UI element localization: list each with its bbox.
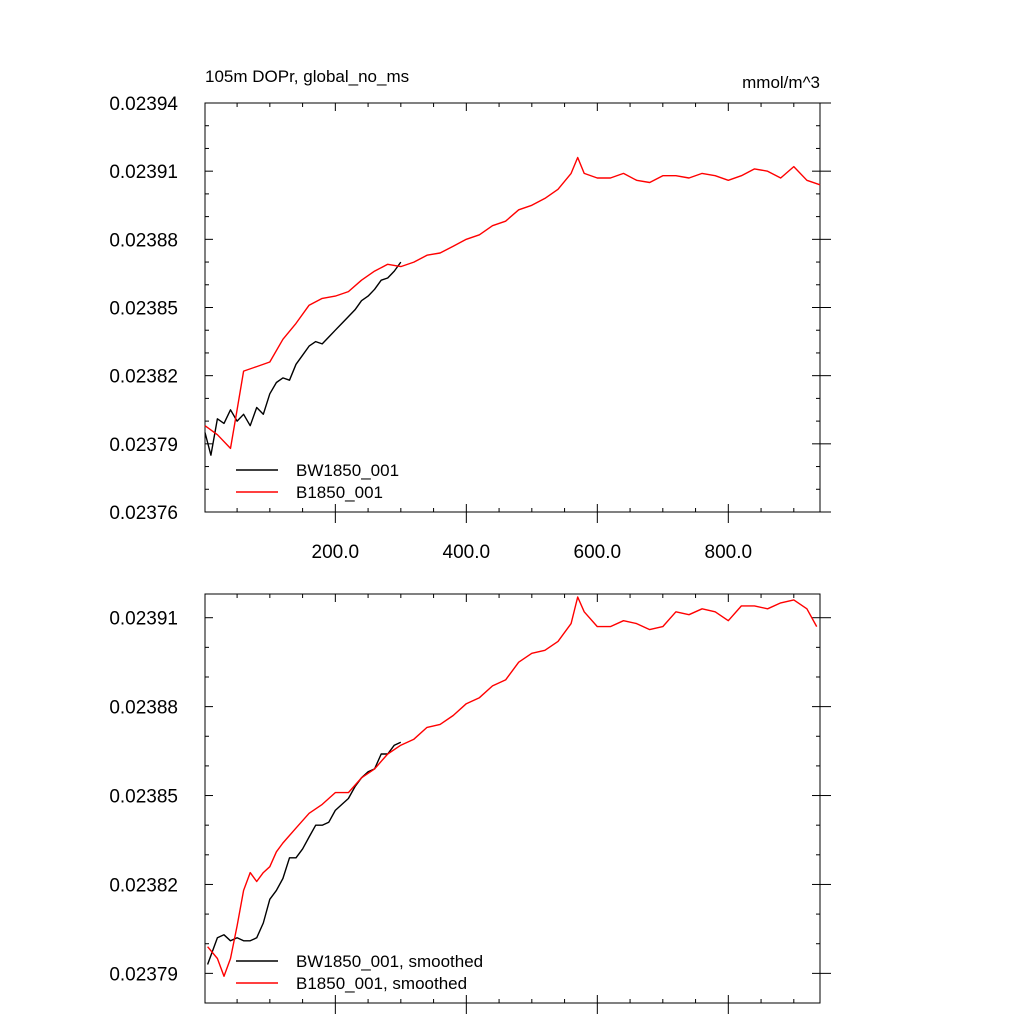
series-line-b1850 [204,156,821,450]
legend-label: BW1850_001 [296,461,399,480]
x-tick-label: 800.0 [705,542,753,563]
y-tick-label: 0.02382 [109,367,178,388]
plot-frame [204,102,821,513]
top-panel-units: mmol/m^3 [742,73,820,92]
x-tick-label: 400.0 [443,542,491,563]
series-line-bw1850 [206,741,402,965]
legend-label: BW1850_001, smoothed [296,952,483,971]
top-panel-legend: BW1850_001 B1850_001 [236,461,399,502]
bottom-panel-legend: BW1850_001, smoothed B1850_001, smoothed [236,952,483,993]
top-panel-series [204,156,821,456]
bottom-panel: 0.02379 0.02382 0.02385 0.02388 0.02391 BW18… [109,593,831,1014]
top-panel-title: 105m DOPr, global_no_ms [205,67,409,86]
y-tick-label: 0.02388 [109,230,178,251]
bottom-panel-axes: 0.02379 0.02382 0.02385 0.02388 0.02391 [109,593,831,1014]
y-tick-label: 0.02379 [109,964,178,985]
y-tick-label: 0.02391 [109,609,178,630]
y-tick-label: 0.02376 [109,503,178,524]
x-tick-label: 200.0 [312,542,360,563]
series-line-bw1850 [204,261,402,456]
plot-frame [204,593,821,1004]
y-tick-label: 0.02385 [109,787,178,808]
y-tick-label: 0.02394 [109,94,178,115]
top-panel: 105m DOPr, global_no_ms mmol/m^3 200.0 40… [109,67,831,563]
x-tick-label: 600.0 [574,542,622,563]
legend-label: B1850_001 [296,483,383,502]
bottom-panel-series [206,596,818,977]
y-tick-label: 0.02382 [109,875,178,896]
series-line-b1850 [207,596,818,977]
y-tick-label: 0.02379 [109,435,178,456]
y-tick-label: 0.02388 [109,698,178,719]
y-tick-label: 0.02391 [109,162,178,183]
y-tick-label: 0.02385 [109,299,178,320]
legend-label: B1850_001, smoothed [296,974,467,993]
top-panel-axes: 200.0 400.0 600.0 800.0 0.02376 0.02379 0.0238… [109,94,831,563]
